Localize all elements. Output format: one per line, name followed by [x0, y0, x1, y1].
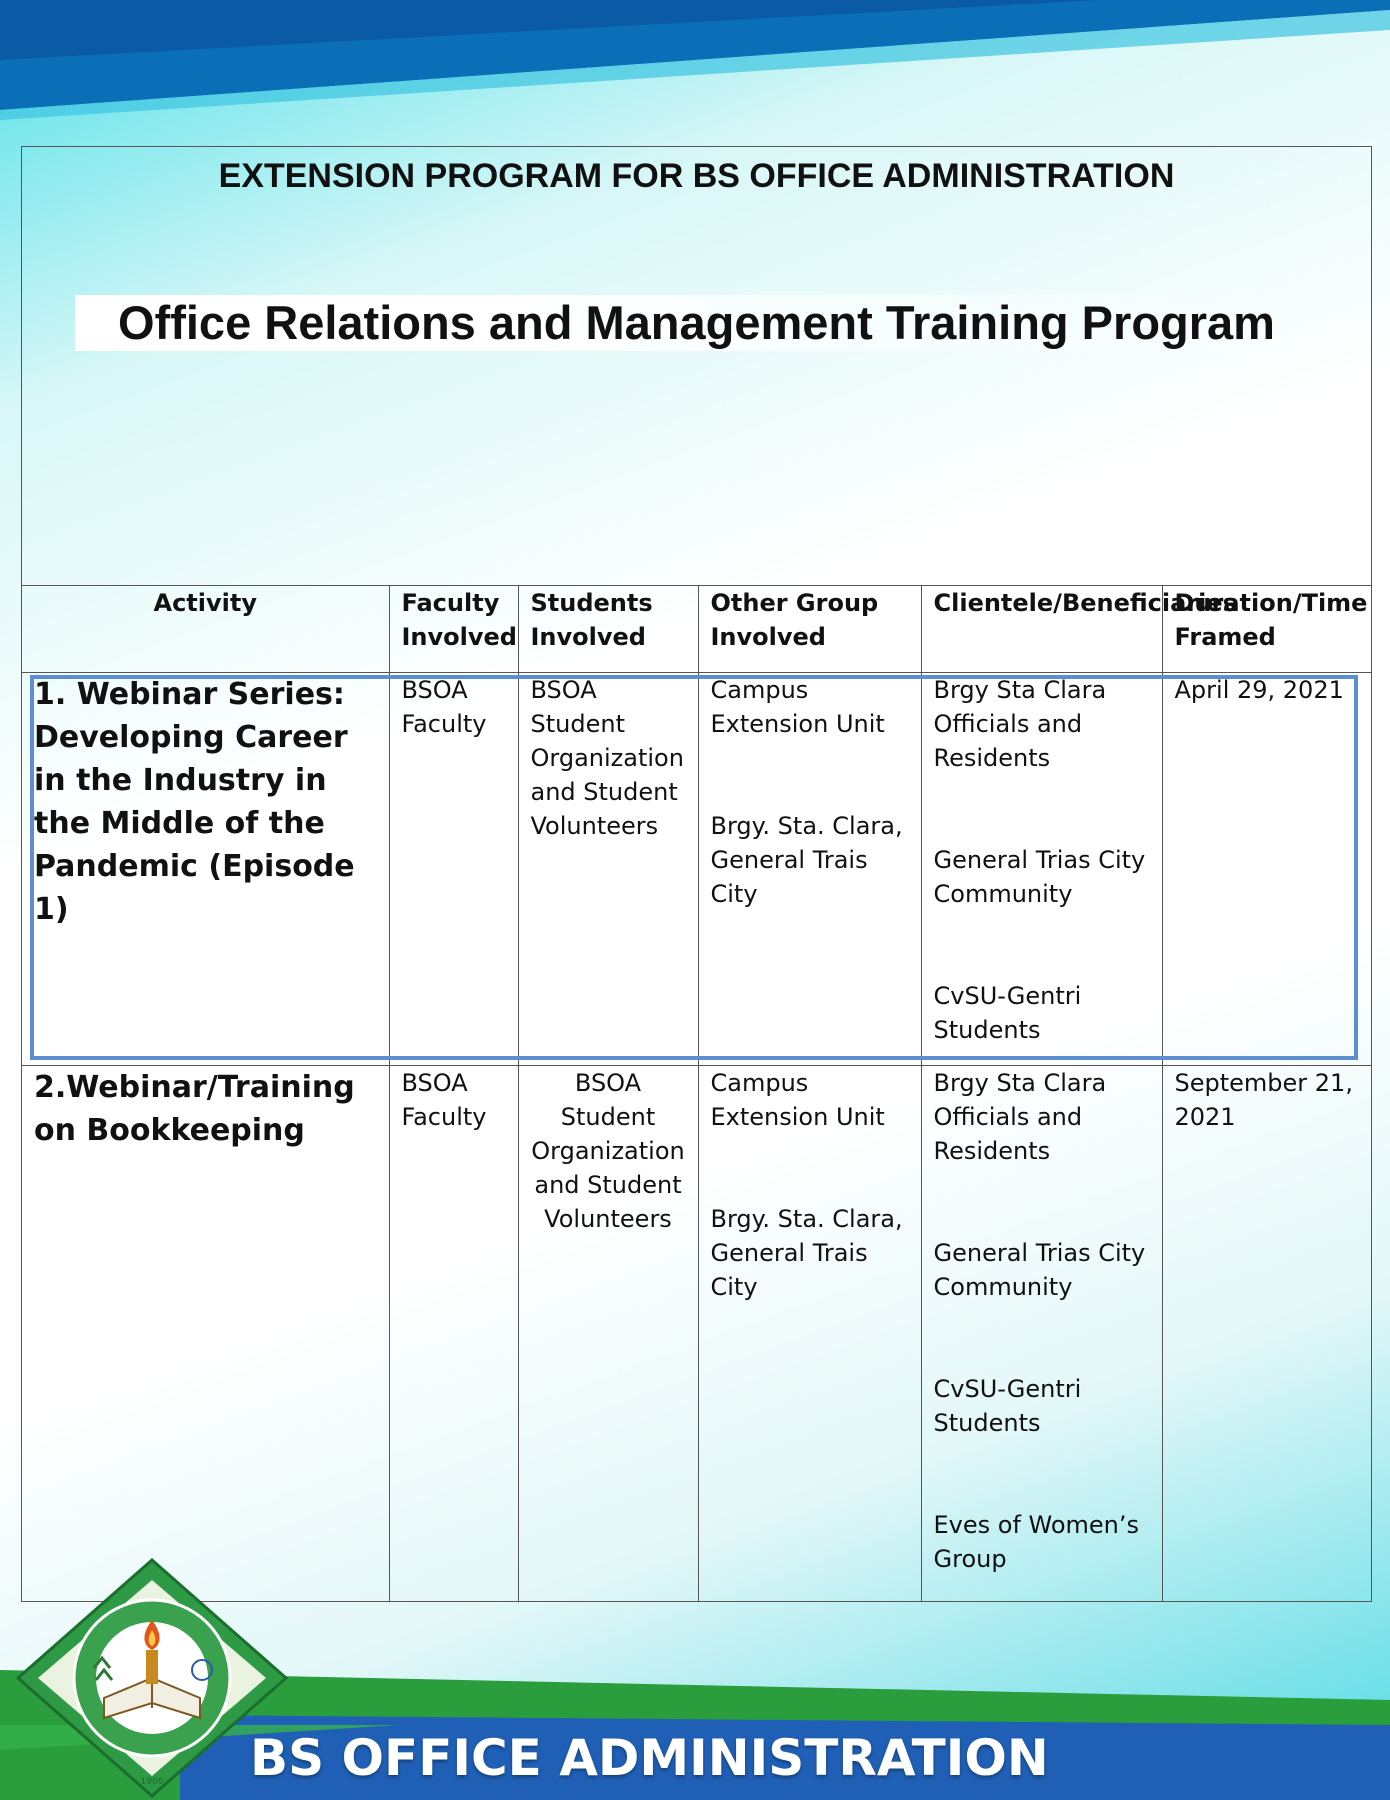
extension-program-title: EXTENSION PROGRAM FOR BS OFFICE ADMINIST…: [218, 157, 1175, 195]
students-cell: BSOA Student Organization and Student Vo…: [517, 672, 699, 1066]
footer-banner-title: BS OFFICE ADMINISTRATION: [250, 1729, 1049, 1787]
activities-table: Activity Faculty Involved Students Invol…: [22, 585, 1371, 1602]
clientele-item: General Trias City Community: [933, 1239, 1146, 1301]
other-group-item: Campus Extension Unit: [710, 1069, 885, 1131]
faculty-cell: BSOA Faculty: [388, 672, 519, 1066]
seal-year: 1906: [141, 1777, 164, 1787]
header-clientele: Clientele/Beneficiaries: [920, 585, 1237, 673]
document-frame: EXTENSION PROGRAM FOR BS OFFICE ADMINIST…: [21, 146, 1372, 1602]
activity-cell: 2.Webinar/Training on Bookkeeping: [22, 1065, 390, 1602]
table-row: 2.Webinar/Training on Bookkeeping BSOA F…: [22, 1065, 1371, 1602]
clientele-cell: Brgy Sta Clara Officials and Residents G…: [920, 1065, 1163, 1602]
other-group-item: Brgy. Sta. Clara, General Trais City: [710, 812, 903, 908]
table-header-row: Activity Faculty Involved Students Invol…: [22, 585, 1371, 673]
header-faculty: Faculty Involved: [388, 585, 519, 673]
students-cell: BSOA Student Organization and Student Vo…: [517, 1065, 699, 1602]
table-row: 1. Webinar Series: Developing Career in …: [22, 672, 1371, 1066]
header-students: Students Involved: [517, 585, 699, 673]
duration-cell: September 21, 2021: [1161, 1065, 1371, 1602]
document-header: EXTENSION PROGRAM FOR BS OFFICE ADMINIST…: [22, 147, 1371, 586]
clientele-item: Brgy Sta Clara Officials and Residents: [933, 676, 1107, 772]
program-title: Office Relations and Management Training…: [118, 296, 1275, 349]
activity-cell: 1. Webinar Series: Developing Career in …: [22, 672, 390, 1066]
other-group-cell: Campus Extension Unit Brgy. Sta. Clara, …: [697, 1065, 922, 1602]
top-banner: [0, 0, 1390, 120]
header-other-group: Other Group Involved: [697, 585, 922, 673]
clientele-item: CvSU-Gentri Students: [933, 982, 1082, 1044]
other-group-item: Brgy. Sta. Clara, General Trais City: [710, 1205, 903, 1301]
header-activity: Activity: [22, 585, 390, 673]
clientele-item: CvSU-Gentri Students: [933, 1375, 1082, 1437]
header-duration: Duration/Time Framed: [1161, 585, 1371, 673]
clientele-item: General Trias City Community: [933, 846, 1146, 908]
other-group-cell: Campus Extension Unit Brgy. Sta. Clara, …: [697, 672, 922, 1066]
clientele-item: Eves of Women’s Group: [933, 1511, 1140, 1573]
program-title-highlight: [75, 295, 1325, 351]
clientele-item: Brgy Sta Clara Officials and Residents: [933, 1069, 1107, 1165]
clientele-cell: Brgy Sta Clara Officials and Residents G…: [920, 672, 1163, 1066]
university-seal-logo: 1906: [15, 1558, 289, 1798]
faculty-cell: BSOA Faculty: [388, 1065, 519, 1602]
other-group-item: Campus Extension Unit: [710, 676, 885, 738]
duration-cell: April 29, 2021: [1161, 672, 1371, 1066]
